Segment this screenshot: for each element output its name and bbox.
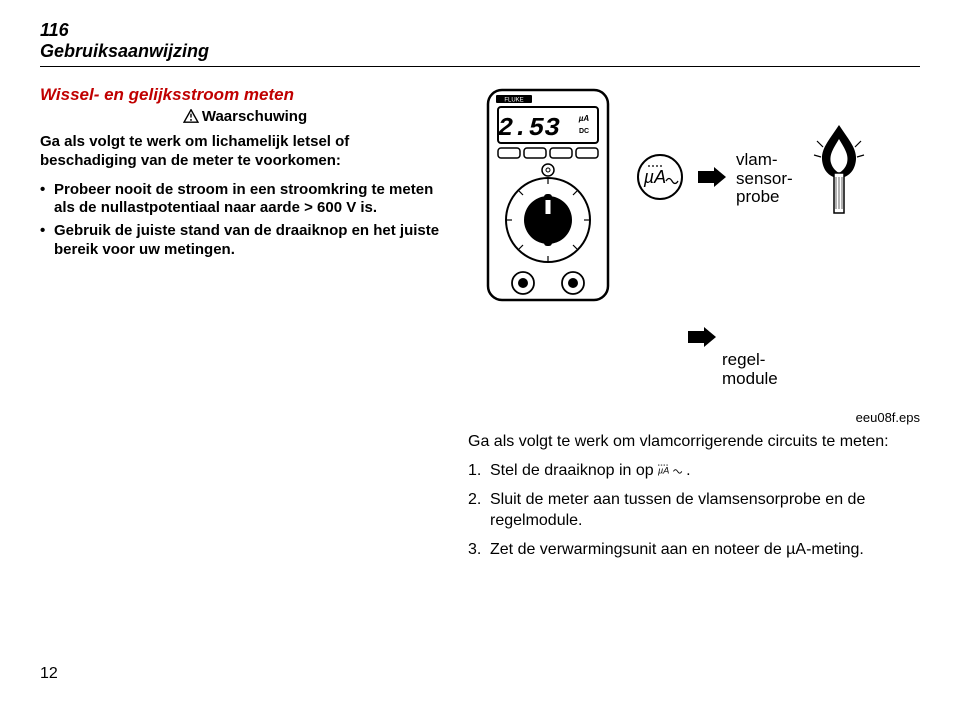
lower-text-block: eeu08f.eps Ga als volgt te werk om vlamc… xyxy=(468,410,920,560)
svg-text:FLUKE: FLUKE xyxy=(504,98,523,104)
arrow-icon xyxy=(688,327,716,347)
multimeter-illustration: FLUKE 2.53 µA DC xyxy=(468,85,628,315)
lower-intro: Ga als volgt te werk om vlamcorrigerende… xyxy=(468,433,920,451)
flame-sensor-label: vlam- sensor- probe xyxy=(736,151,793,207)
steps-list: 1. Stel de draaiknop in op µA. 2. Sluit … xyxy=(468,461,920,560)
list-item: Gebruik de juiste stand van de draaiknop… xyxy=(40,222,450,260)
list-item: Probeer nooit de stroom in een stroomkri… xyxy=(40,181,450,219)
microamp-symbol-icon: µA xyxy=(658,464,686,476)
arrow-icon xyxy=(698,167,726,187)
svg-text:µA: µA xyxy=(658,466,669,476)
warning-line: Waarschuwing xyxy=(40,108,450,125)
svg-text:µA: µA xyxy=(578,114,590,123)
diagram-column: FLUKE 2.53 µA DC xyxy=(468,85,920,569)
microamp-callout: µA xyxy=(632,149,688,205)
svg-text:µA: µA xyxy=(643,167,666,187)
page-header: 116 Gebruiksaanwijzing xyxy=(40,20,920,67)
header-rule xyxy=(40,66,920,67)
list-item: 1. Stel de draaiknop in op µA. xyxy=(468,461,920,482)
control-module-label: regel- module xyxy=(722,351,920,388)
svg-text:DC: DC xyxy=(579,128,589,135)
list-item: 3. Zet de verwarmingsunit aan en noteer … xyxy=(468,540,920,561)
svg-text:2.53: 2.53 xyxy=(498,113,561,143)
main-content: Wissel- en gelijksstroom meten Waarschuw… xyxy=(40,85,920,569)
manual-title: Gebruiksaanwijzing xyxy=(40,41,920,62)
warning-text: Waarschuwing xyxy=(202,108,307,125)
diagram-row: FLUKE 2.53 µA DC xyxy=(468,85,920,315)
warning-icon xyxy=(183,109,199,123)
product-number: 116 xyxy=(40,20,920,41)
flame-icon xyxy=(809,121,869,221)
intro-text: Ga als volgt te werk om lichamelijk lets… xyxy=(40,133,450,171)
text-column: Wissel- en gelijksstroom meten Waarschuw… xyxy=(40,85,450,569)
list-item: 2. Sluit de meter aan tussen de vlamsens… xyxy=(468,490,920,532)
page-number: 12 xyxy=(40,665,58,683)
bullet-list: Probeer nooit de stroom in een stroomkri… xyxy=(40,181,450,260)
eps-filename: eeu08f.eps xyxy=(468,410,920,425)
section-title: Wissel- en gelijksstroom meten xyxy=(40,85,450,105)
